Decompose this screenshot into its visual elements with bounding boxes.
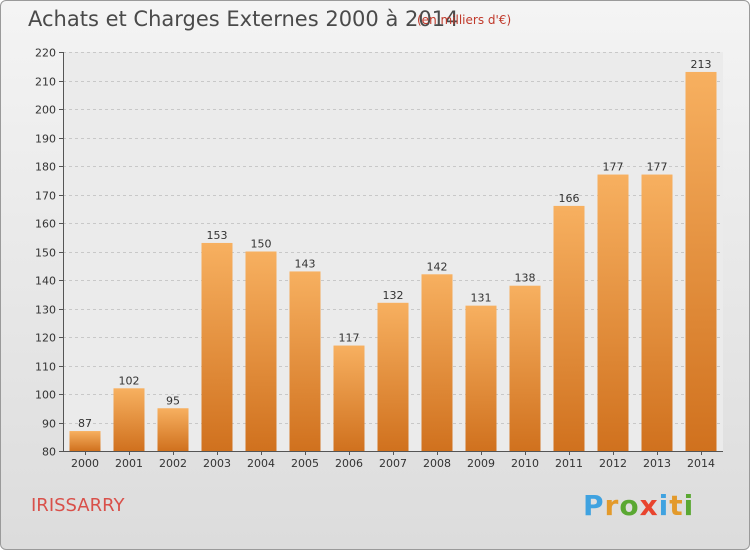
x-tick-label-2005: 2005	[291, 457, 319, 470]
x-tick-label-2000: 2000	[71, 457, 99, 470]
x-tick-label-2002: 2002	[159, 457, 187, 470]
logo-letter: r	[604, 489, 620, 522]
x-tick-label-2004: 2004	[247, 457, 275, 470]
bar-2007	[377, 302, 409, 451]
value-label-2014: 213	[691, 58, 712, 71]
bar-2011	[553, 205, 585, 451]
bar-2005	[289, 271, 321, 451]
value-label-2013: 177	[647, 161, 668, 174]
y-tick-label: 140	[35, 275, 56, 288]
value-label-2008: 142	[427, 260, 448, 273]
value-label-2010: 138	[515, 272, 536, 285]
y-tick-label: 150	[35, 247, 56, 260]
bar-2001	[113, 388, 145, 451]
bar-2013	[641, 174, 673, 452]
y-tick-label: 90	[42, 418, 56, 431]
x-tick-label-2007: 2007	[379, 457, 407, 470]
logo-letter: i	[683, 489, 695, 522]
logo-letter: x	[639, 489, 659, 522]
value-label-2005: 143	[295, 257, 316, 270]
y-tick-label: 200	[35, 104, 56, 117]
value-label-2004: 150	[251, 238, 272, 251]
bar-2006	[333, 345, 365, 451]
logo-letter: o	[619, 489, 640, 522]
x-tick-label-2009: 2009	[467, 457, 495, 470]
y-tick-label: 100	[35, 389, 56, 402]
bar-2002	[157, 408, 189, 451]
chart-title: Achats et Charges Externes 2000 à 2014	[28, 7, 459, 31]
value-label-2006: 117	[339, 332, 360, 345]
value-label-2011: 166	[559, 192, 580, 205]
bar-2003	[201, 242, 233, 451]
y-tick-label: 220	[35, 47, 56, 60]
x-tick-label-2010: 2010	[511, 457, 539, 470]
commune-name: IRISSARRY	[31, 495, 125, 516]
bar-2000	[69, 431, 101, 451]
value-label-2001: 102	[119, 374, 140, 387]
bar-2009	[465, 305, 497, 451]
value-label-2000: 87	[78, 417, 92, 430]
logo-letter: t	[669, 489, 684, 522]
logo-letter: i	[658, 489, 670, 522]
y-tick-label: 110	[35, 361, 56, 374]
bar-2014	[685, 71, 717, 451]
y-tick-label: 190	[35, 133, 56, 146]
value-label-2002: 95	[166, 394, 180, 407]
value-label-2012: 177	[603, 161, 624, 174]
x-tick-label-2001: 2001	[115, 457, 143, 470]
y-tick-label: 120	[35, 332, 56, 345]
x-tick-label-2006: 2006	[335, 457, 363, 470]
logo-letter: P	[583, 489, 605, 522]
value-label-2009: 131	[471, 292, 492, 305]
value-label-2003: 153	[207, 229, 228, 242]
chart-subtitle: (en milliers d'€)	[417, 13, 512, 27]
y-tick-label: 210	[35, 76, 56, 89]
x-tick-label-2014: 2014	[687, 457, 715, 470]
y-tick-label: 160	[35, 218, 56, 231]
y-tick-label: 80	[42, 446, 56, 459]
value-label-2007: 132	[383, 289, 404, 302]
bar-2004	[245, 251, 277, 451]
y-tick-label: 130	[35, 304, 56, 317]
bar-2008	[421, 274, 453, 451]
x-tick-label-2012: 2012	[599, 457, 627, 470]
bar-2012	[597, 174, 629, 452]
x-tick-label-2013: 2013	[643, 457, 671, 470]
bar-2010	[509, 285, 541, 451]
x-tick-label-2003: 2003	[203, 457, 231, 470]
x-tick-label-2008: 2008	[423, 457, 451, 470]
proxiti-logo: Proxiti	[583, 489, 694, 522]
y-tick-label: 170	[35, 190, 56, 203]
y-tick-label: 180	[35, 161, 56, 174]
x-tick-label-2011: 2011	[555, 457, 583, 470]
